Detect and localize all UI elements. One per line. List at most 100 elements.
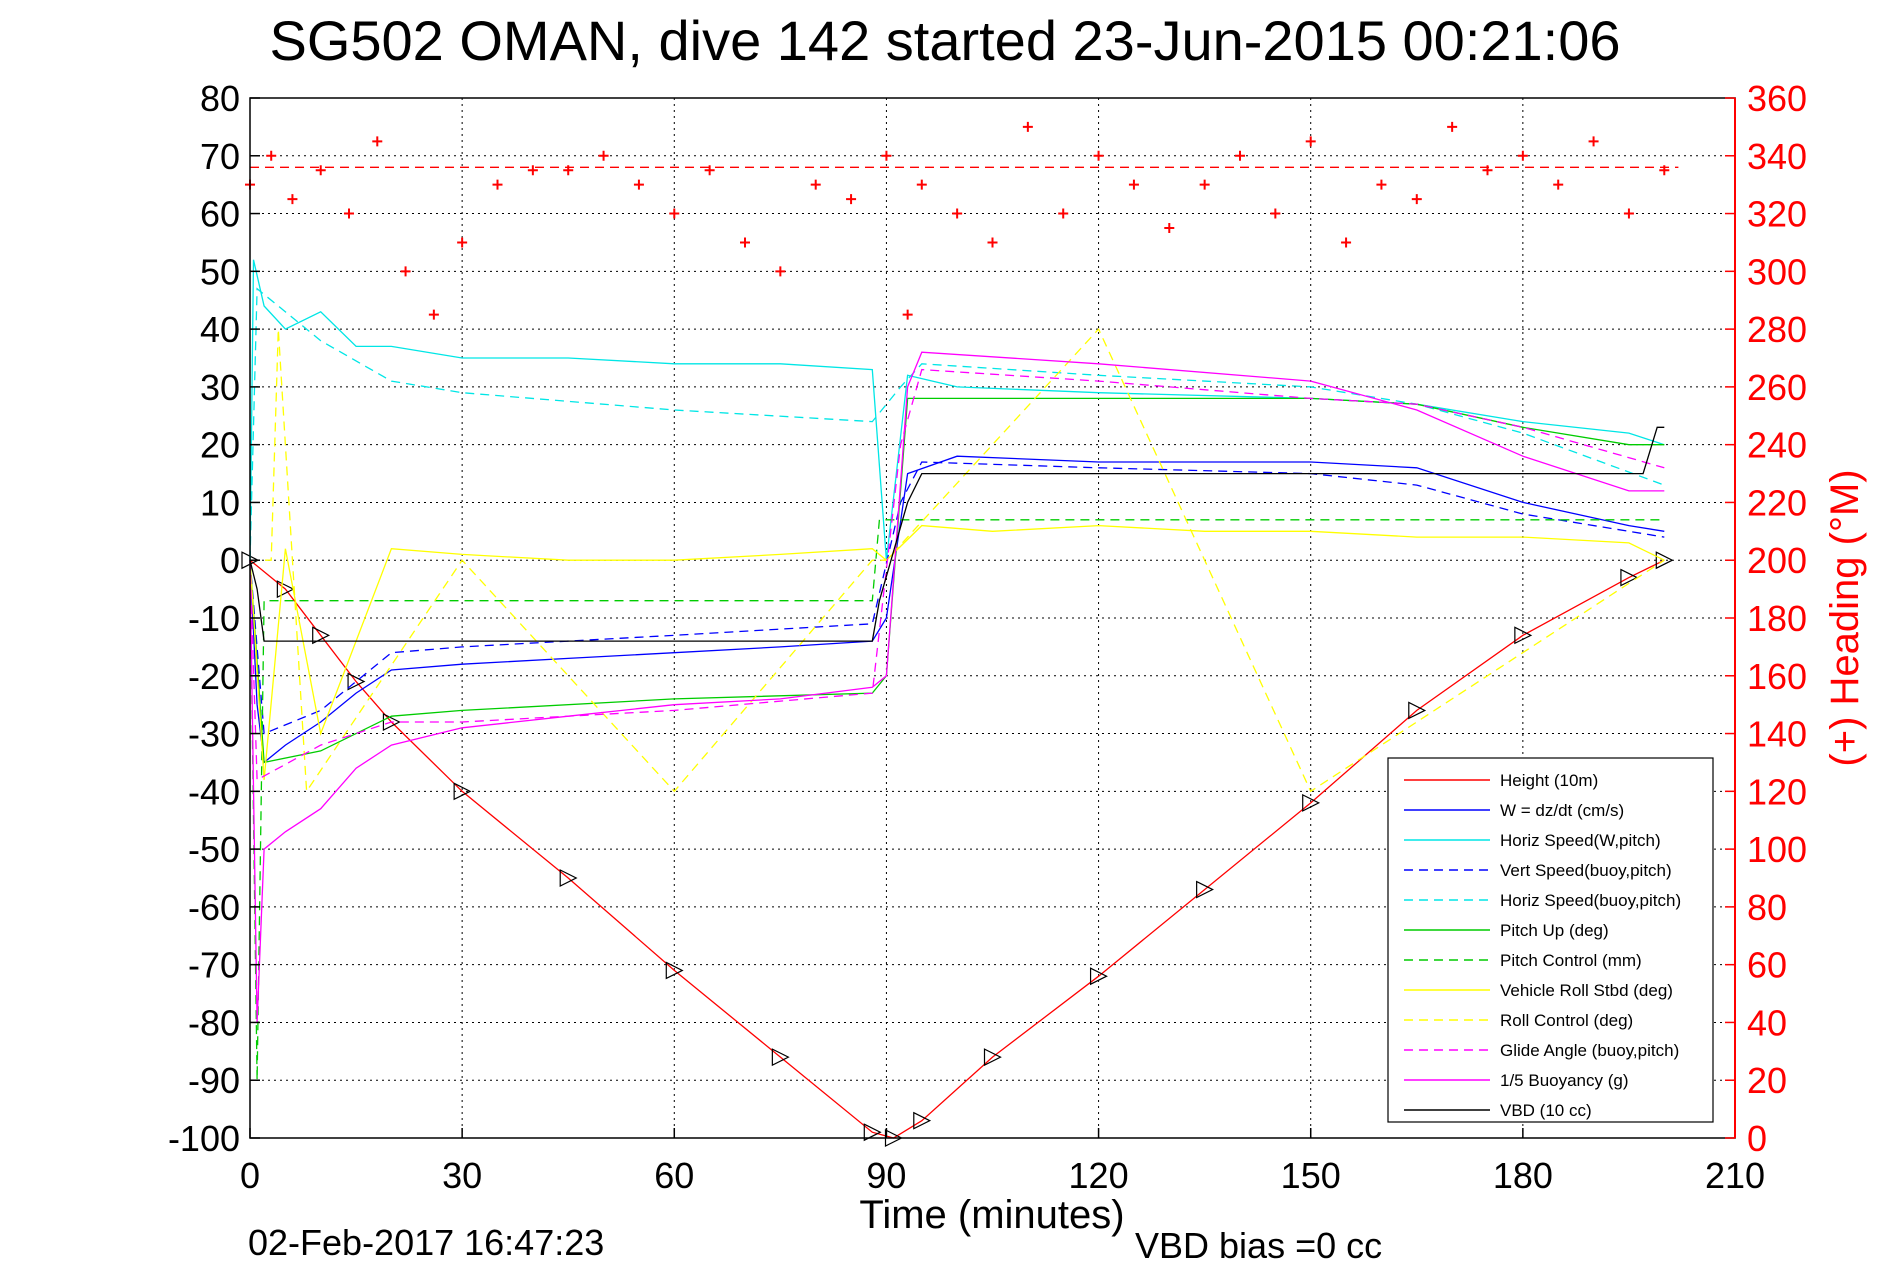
x-tick-label: 210 [1705,1155,1765,1196]
heading-marker [1623,208,1634,219]
y2-tick-label: 80 [1747,887,1787,928]
depth-marker [665,961,684,980]
legend-entry: Height (10m) [1500,771,1598,790]
y2-tick-label: 360 [1747,78,1807,119]
heading-marker [846,194,857,205]
legend-entry: Vehicle Roll Stbd (deg) [1500,981,1673,1000]
legend-box [1387,757,1714,1123]
depth-marker [1655,551,1674,570]
heading-marker [428,309,439,320]
y2-tick-label: 280 [1747,309,1807,350]
series-line [249,455,1665,764]
heading-marker [881,150,892,161]
heading-marker [669,208,680,219]
heading-marker [1341,237,1352,248]
y2-axis-label: (+) Heading (°M) [1823,469,1867,766]
vbd-bias-footer: VBD bias =0 cc [1135,1225,1382,1262]
series-line [249,559,1665,1139]
depth-marker [863,1123,882,1142]
depth-marker [453,782,472,801]
y2-tick-label: 260 [1747,367,1807,408]
depth-marker [382,713,401,731]
heading-markers [245,121,1670,320]
y2-tick-label: 140 [1747,714,1807,755]
heading-marker [1588,136,1599,147]
heading-marker [1199,179,1210,190]
y2-tick-label: 20 [1747,1060,1787,1101]
legend-entry: VBD (10 cc) [1500,1101,1592,1120]
y-tick-label: 30 [200,367,240,408]
series-line [249,519,1665,1081]
y2-tick-label: 180 [1747,598,1807,639]
y-tick-label: -30 [188,714,240,755]
series-line [249,524,1665,780]
heading-marker [633,179,644,190]
y2-axis-ticks: 3603403203002802602402202001801601401201… [1725,78,1807,1159]
heading-marker [492,179,503,190]
y-tick-label: 60 [200,194,240,235]
heading-marker [457,237,468,248]
heading-marker [1411,194,1422,205]
y-tick-label: -10 [188,598,240,639]
heading-marker [1235,150,1245,161]
y-tick-label: 70 [200,136,240,177]
depth-marker [312,626,331,645]
y-tick-label: -20 [188,656,240,697]
y-tick-label: 40 [200,309,240,350]
y2-tick-label: 220 [1747,482,1807,523]
timestamp-footer: 02-Feb-2017 16:47:23 [248,1222,604,1262]
heading-marker [704,165,715,176]
depth-marker [559,869,578,887]
x-tick-label: 150 [1281,1155,1341,1196]
heading-marker [287,194,298,205]
heading-marker [916,179,927,190]
depth-marker [347,672,366,691]
y-tick-label: -80 [188,1002,240,1043]
y2-tick-label: 120 [1747,771,1807,812]
heading-marker [1553,179,1564,190]
y-tick-label: 50 [200,251,240,292]
y2-tick-label: 320 [1747,194,1807,235]
x-tick-label: 90 [866,1155,906,1196]
heading-marker [598,150,609,161]
heading-marker [344,208,354,219]
heading-marker [740,237,750,248]
series-line [249,287,1665,561]
y2-tick-label: 200 [1747,540,1807,581]
heading-marker [1128,179,1139,190]
heading-marker [1376,179,1387,190]
y-tick-label: 80 [200,78,240,119]
x-tick-label: 120 [1069,1155,1129,1196]
heading-marker [952,208,963,219]
depth-marker [771,1048,790,1067]
legend-entry: Pitch Up (deg) [1500,921,1609,940]
heading-marker [775,266,786,277]
depth-marker [983,1048,1002,1067]
y2-tick-label: 100 [1747,829,1807,870]
series-lines [241,166,1679,1147]
series-line [249,461,1665,735]
heading-marker [1270,208,1281,219]
heading-marker [315,165,326,176]
y2-tick-label: 340 [1747,136,1807,177]
heading-marker [902,309,913,320]
y-tick-label: 20 [200,425,240,466]
x-axis-label: Time (minutes) [859,1193,1124,1237]
y-tick-label: -60 [188,887,240,928]
y-tick-label: -70 [188,945,240,986]
heading-marker [1517,150,1528,161]
x-tick-label: 180 [1493,1155,1553,1196]
heading-marker [266,150,277,161]
depth-marker [276,580,295,599]
legend-entry: Horiz Speed(W,pitch) [1500,831,1661,850]
heading-marker [1058,208,1069,219]
legend-entry: 1/5 Buoyancy (g) [1500,1071,1629,1090]
legend-entry: W = dz/dt (cm/s) [1500,801,1624,820]
series-line [249,426,1665,642]
heading-marker [1164,223,1175,233]
y2-tick-label: 240 [1747,425,1807,466]
y-tick-label: -40 [188,771,240,812]
y-tick-label: 0 [220,540,240,581]
depth-marker [1408,701,1427,720]
